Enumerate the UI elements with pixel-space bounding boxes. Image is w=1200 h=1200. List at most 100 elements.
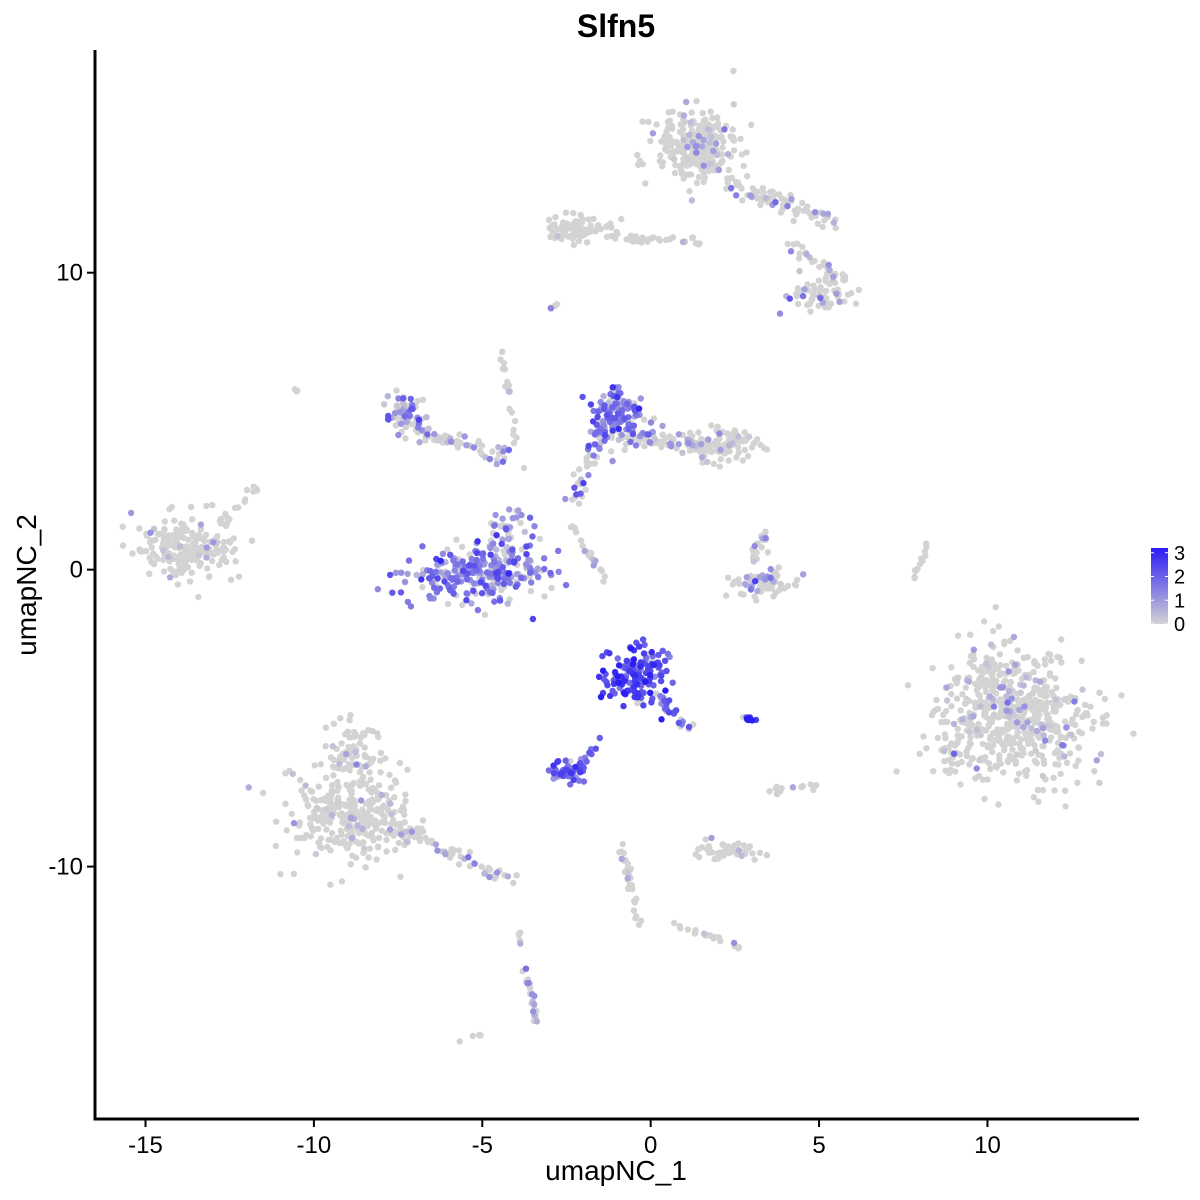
data-point-center-top-down	[583, 458, 590, 465]
data-point-bottom-left-blob	[315, 825, 322, 832]
data-point-curved-blob	[541, 565, 548, 573]
data-point-small-blob-mid	[746, 843, 754, 850]
data-point-curved-blob-right	[493, 532, 500, 539]
data-point-top-right-arm	[759, 185, 767, 192]
data-point-top-right-main	[720, 138, 727, 145]
data-point-far-right-blob	[1011, 711, 1018, 718]
data-point-center-top	[625, 425, 632, 433]
data-point-top-right-main	[686, 188, 693, 195]
data-point-center-top-right	[746, 433, 753, 440]
data-point-lower-center-blob	[640, 650, 648, 657]
data-point-far-right-blob	[1051, 787, 1058, 794]
data-point-curved-blob-right	[499, 515, 506, 522]
data-point-curved-blob	[444, 600, 452, 608]
data-point-far-right-blob	[1007, 678, 1014, 686]
data-point-bottom-left-tail	[397, 831, 405, 838]
data-point-curved-blob	[453, 536, 460, 543]
data-point-far-right-blob	[1016, 706, 1023, 714]
data-point-scatter-right-mid	[807, 781, 814, 788]
data-point-upper-left-arm	[408, 405, 415, 413]
data-point-curved-blob	[489, 589, 496, 596]
data-point-bottom-left-blob	[334, 787, 341, 794]
data-point-left-blob	[204, 565, 211, 572]
data-point-far-right-blob	[962, 684, 969, 691]
data-point-far-right-blob	[1008, 695, 1015, 702]
data-point-curved-blob-right	[503, 526, 510, 533]
data-point-far-right-blob	[943, 684, 950, 691]
data-point-right-small	[747, 586, 755, 593]
data-point-bottom-streak-1	[616, 849, 623, 856]
data-point-lower-center-blob	[615, 679, 622, 686]
data-point-bottom-left-blob	[259, 789, 267, 797]
data-point-far-right-blob	[944, 718, 951, 726]
data-point-upper-left-arm	[414, 397, 421, 405]
data-point-bottom-left-blob	[362, 830, 370, 838]
data-point-curved-blob	[447, 551, 454, 558]
data-point-curved-blob	[477, 579, 484, 586]
data-point-bottom-left-blob	[317, 843, 324, 851]
data-point-top-right-lower	[817, 294, 824, 302]
data-point-far-right-blob	[1053, 684, 1060, 692]
data-point-far-right-streak	[923, 543, 930, 551]
data-point-far-right-blob	[1059, 742, 1066, 749]
data-point-left-blob	[186, 549, 193, 556]
data-point-far-right-blob	[975, 772, 983, 780]
data-point-far-right-blob	[1000, 769, 1007, 776]
data-point-far-right-blob	[1061, 753, 1068, 760]
data-point-far-right-blob	[1054, 747, 1061, 754]
data-point-far-right-blob	[1030, 668, 1037, 676]
data-point-bottom-streak-2	[715, 934, 723, 941]
data-point-curved-blob	[528, 579, 535, 586]
data-point-lower-center-blob	[663, 667, 670, 675]
data-point-far-right-blob	[987, 641, 995, 648]
data-point-far-right-blob	[970, 646, 977, 653]
data-point-top-right-main	[684, 143, 691, 150]
data-point-bottom-left-top	[346, 717, 353, 724]
data-point-far-right-blob	[1004, 757, 1012, 764]
data-point-top-right-arm	[724, 179, 731, 186]
data-point-upper-left-stem	[502, 383, 509, 390]
data-point-curved-blob	[527, 587, 535, 595]
data-point-bottom-left-blob	[353, 838, 360, 846]
data-point-center-top	[614, 394, 621, 401]
data-point-top-right-main	[710, 147, 717, 155]
data-point-top-middle-link	[650, 234, 657, 241]
data-point-top-right-lower	[855, 286, 862, 294]
data-point-far-right-streak	[914, 565, 921, 573]
data-point-bottom-streak-1	[619, 840, 626, 848]
data-point-bottom-left-blob	[402, 797, 409, 805]
data-point-bottom-left-top	[330, 756, 337, 763]
data-point-curved-blob	[498, 586, 505, 594]
data-point-small-blob-mid	[756, 849, 764, 856]
data-point-top-right-main	[671, 156, 678, 163]
data-point-upper-left-arm	[384, 415, 392, 423]
data-point-bottom-streak-4	[517, 929, 524, 936]
data-point-top-right-arm	[728, 184, 735, 192]
data-point-top-right-main	[707, 160, 714, 167]
data-point-center-top	[608, 448, 615, 455]
data-point-far-right-blob	[1039, 786, 1047, 794]
data-point-far-right-blob	[1097, 750, 1105, 758]
data-point-top-middle-link	[669, 234, 677, 241]
data-point-center-top-arm	[686, 447, 694, 454]
data-point-top-right-main	[666, 117, 674, 125]
data-point-far-right-blob	[1021, 697, 1029, 704]
data-point-center-top-arm	[689, 432, 696, 439]
data-point-bottom-left-top	[377, 749, 385, 757]
data-point-center-top-right	[717, 446, 724, 454]
data-point-bottom-streak-1	[637, 917, 645, 924]
data-point-center-top-right	[717, 456, 724, 463]
data-point-bottom-left-top	[353, 761, 360, 768]
data-point-top-right-main	[744, 173, 751, 180]
data-point-bottom-left-blob	[399, 803, 407, 810]
data-point-top-right-main	[721, 126, 728, 133]
data-point-right-small	[770, 593, 777, 600]
data-point-far-right-blob	[920, 733, 927, 740]
data-point-center-top-right	[735, 433, 742, 440]
data-point-far-right-blob	[1041, 656, 1049, 663]
data-point-bottom-left-tail	[471, 860, 478, 867]
data-point-curved-blob	[441, 578, 448, 585]
data-point-lower-center-blob	[648, 648, 655, 656]
data-point-far-right-blob	[983, 660, 990, 667]
data-point-bottom-left-blob	[348, 787, 355, 794]
